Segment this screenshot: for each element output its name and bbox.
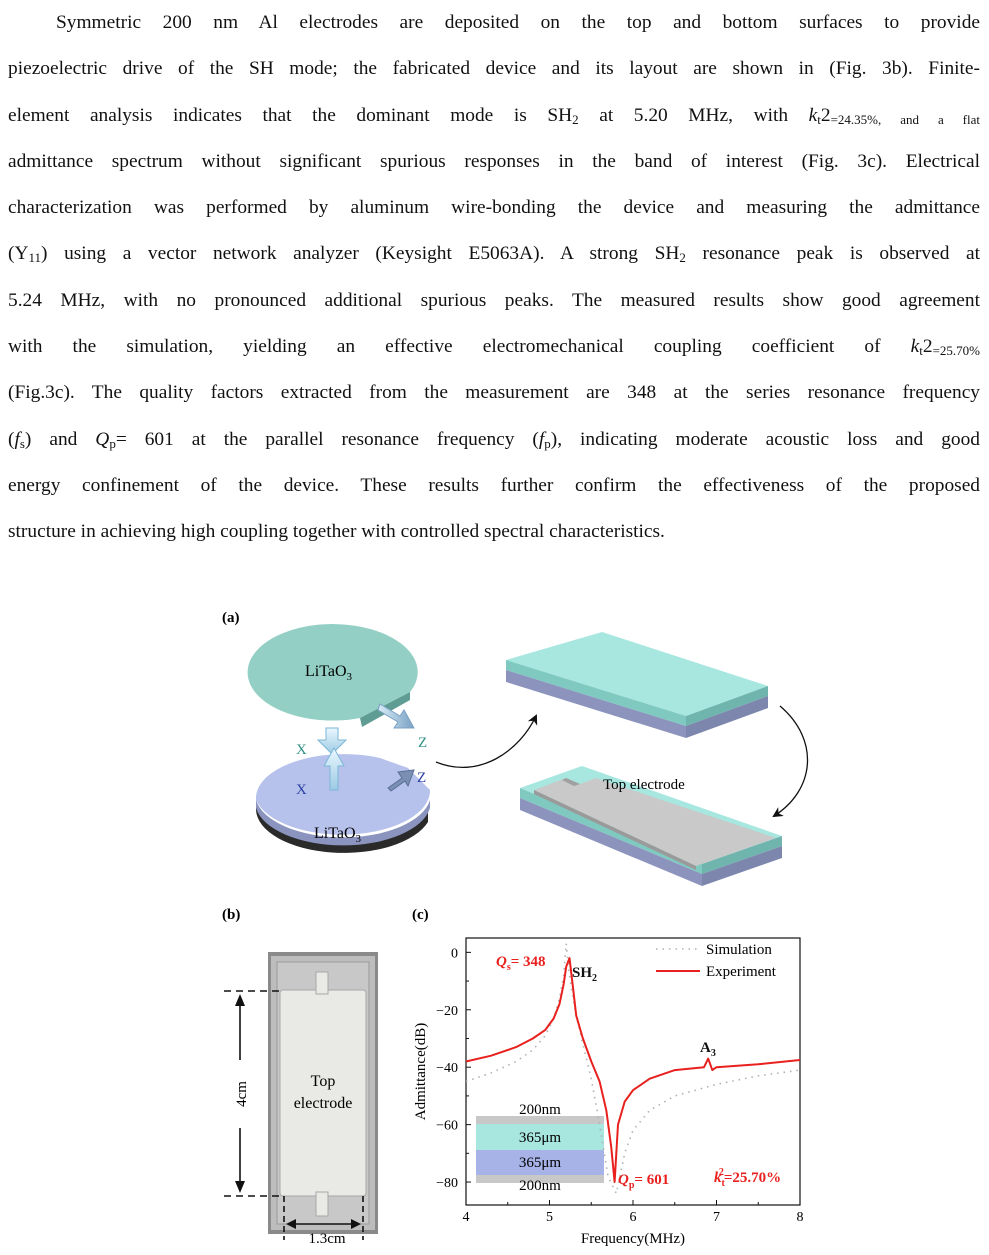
qs-annotation: Qs= 348 bbox=[496, 954, 546, 973]
x-tick-label: 4 bbox=[463, 1210, 470, 1225]
bonded-stack bbox=[506, 632, 768, 738]
paragraph-line: (fs) and Qp= 601 at the parallel resonan… bbox=[8, 428, 980, 451]
admittance-chart: 200nm 365μm 365μm 200nm 4 5 6 7 8 0 −20 −40 −60 −80 Fr… bbox=[413, 937, 804, 1247]
paragraph-line: characterization was performed by alumin… bbox=[8, 197, 980, 219]
y-tick-label: −40 bbox=[436, 1061, 458, 1076]
body-paragraph: Symmetric 200 nm Al electrodes are depos… bbox=[8, 0, 980, 556]
x-arrow-bottom-icon bbox=[323, 746, 345, 791]
y-tick-label: −60 bbox=[436, 1119, 458, 1134]
inset-layer-2 bbox=[476, 1124, 604, 1150]
series-line-experiment bbox=[465, 957, 801, 1183]
sh2-annotation: SH2 bbox=[572, 965, 597, 984]
legend-label-experiment: Experiment bbox=[706, 964, 777, 980]
z-arrow-top-icon bbox=[377, 703, 415, 729]
x-tick-label: 7 bbox=[713, 1210, 720, 1225]
photo-electrode-label-1: Top bbox=[311, 1073, 336, 1090]
inset-layer-label: 200nm bbox=[519, 1178, 561, 1194]
axis-x-top: X bbox=[296, 742, 307, 758]
curve-arrow-2 bbox=[772, 705, 809, 818]
y-axis-label: Admittance(dB) bbox=[413, 1023, 429, 1120]
legend-label-simulation: Simulation bbox=[706, 942, 772, 958]
paragraph-line: 5.24 MHz, with no pronounced additional … bbox=[8, 289, 980, 311]
y-tick-label: 0 bbox=[451, 946, 458, 961]
paragraph-line: Symmetric 200 nm Al electrodes are depos… bbox=[56, 12, 980, 33]
x-tick-label: 8 bbox=[797, 1210, 804, 1225]
paragraph-line: with the simulation, yielding an effecti… bbox=[8, 336, 980, 359]
device-photo bbox=[268, 952, 378, 1234]
kt-annotation: kt2=25.70% bbox=[714, 1167, 781, 1189]
curve-arrow-1 bbox=[435, 714, 538, 768]
photo-electrode-label-2: electrode bbox=[294, 1095, 353, 1112]
qp-annotation: Qp= 601 bbox=[618, 1172, 669, 1191]
width-label: 1.3cm bbox=[308, 1231, 345, 1247]
x-tick-label: 5 bbox=[546, 1210, 553, 1225]
paragraph-line: energy confinement of the device. These … bbox=[8, 474, 980, 496]
axis-z-top: Z bbox=[418, 735, 427, 751]
y-tick-label: −80 bbox=[436, 1176, 458, 1191]
inset-layer-label: 365μm bbox=[519, 1155, 562, 1171]
axis-z-bottom: Z bbox=[417, 770, 426, 786]
x-arrow-top-icon bbox=[316, 727, 348, 755]
panel-c-label: (c) bbox=[412, 907, 429, 923]
bottom-wafer: LiTaO3 bbox=[255, 754, 431, 853]
y-tick-label: −20 bbox=[436, 1004, 458, 1019]
panel-a-label: (a) bbox=[222, 610, 240, 626]
device-3d bbox=[520, 766, 782, 886]
paragraph-line: piezoelectric drive of the SH mode; the … bbox=[8, 58, 980, 80]
paragraph-line: (Y11) using a vector network analyzer (K… bbox=[8, 243, 980, 266]
top-electrode-3d-label: Top electrode bbox=[603, 777, 685, 793]
paragraph-line: admittance spectrum without significant … bbox=[8, 150, 980, 172]
panel-b-label: (b) bbox=[222, 907, 240, 923]
paragraph-line: element analysis indicates that the domi… bbox=[8, 104, 981, 127]
inset-layer-4 bbox=[476, 1175, 604, 1183]
top-wafer-label: LiTaO3 bbox=[305, 663, 353, 683]
height-label: 4cm bbox=[234, 1081, 250, 1107]
inset-layer-3 bbox=[476, 1150, 604, 1175]
inset-layer-label: 200nm bbox=[519, 1102, 561, 1118]
z-arrow-bottom-icon bbox=[387, 769, 415, 792]
inset-layer-label: 365μm bbox=[519, 1130, 562, 1146]
a3-annotation: A3 bbox=[700, 1040, 716, 1059]
x-tick-label: 6 bbox=[630, 1210, 637, 1225]
bottom-wafer-label: LiTaO3 bbox=[314, 825, 362, 845]
top-wafer: LiTaO3 bbox=[247, 624, 418, 727]
paragraph-line: structure in achieving high coupling tog… bbox=[8, 521, 665, 543]
axis-x-bottom: X bbox=[296, 782, 307, 798]
dimension-lines bbox=[224, 990, 364, 1240]
inset-layer-1 bbox=[476, 1116, 604, 1124]
series-line-simulation bbox=[465, 942, 801, 1195]
x-axis-label: Frequency(MHz) bbox=[581, 1231, 685, 1247]
paragraph-line: (Fig.3c). The quality factors extracted … bbox=[8, 382, 980, 404]
